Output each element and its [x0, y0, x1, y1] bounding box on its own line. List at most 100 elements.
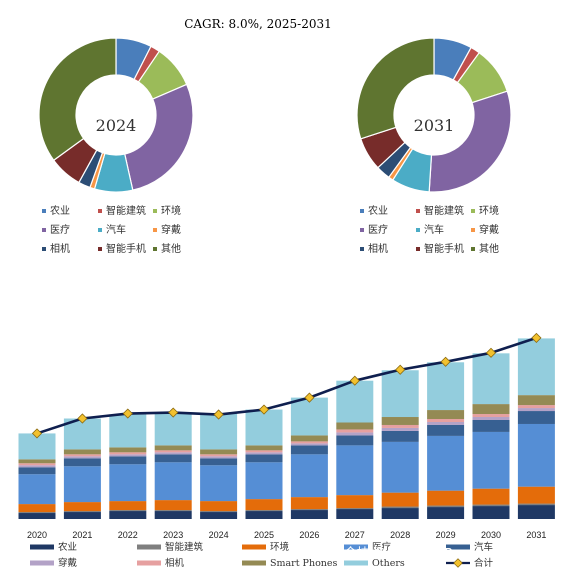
bar-segment-2026-Smart Phones — [290, 435, 328, 442]
bar-segment-2027-汽车 — [336, 435, 374, 446]
bar-segment-2025-Smart Phones — [245, 445, 283, 451]
bar-legend-label-合计: 合计 — [474, 557, 494, 569]
bar-segment-2022-医疗 — [109, 464, 147, 502]
bar-segment-2020-穿戴 — [18, 465, 56, 468]
bar-segment-2024-医疗 — [200, 465, 238, 502]
bar-legend-swatch-汽车 — [446, 544, 470, 550]
legend-label-农业: 农业 — [368, 204, 388, 217]
bar-segment-2030-Smart Phones — [472, 404, 510, 415]
legend-label-智能手机: 智能手机 — [424, 242, 464, 255]
bar-segment-2026-环境 — [290, 497, 328, 510]
bar-legend-swatch-智能建筑 — [137, 544, 161, 550]
bar-segment-2020-医疗 — [18, 474, 56, 505]
bar-segment-2027-Smart Phones — [336, 422, 374, 430]
legend-swatch-相机 — [360, 247, 364, 251]
x-tick-2021: 2021 — [72, 530, 92, 540]
donut-center-label-2024: 2024 — [96, 116, 137, 135]
stacked-bar-chart — [18, 338, 555, 519]
legend-swatch-穿戴 — [153, 228, 157, 232]
bar-segment-2028-环境 — [381, 492, 419, 507]
x-tick-2031: 2031 — [526, 530, 546, 540]
bar-legend-swatch-Others — [344, 560, 368, 566]
legend-swatch-农业 — [42, 209, 46, 213]
bar-segment-2025-智能建筑 — [245, 510, 283, 512]
bar-segment-2028-相机 — [381, 424, 419, 428]
bar-segment-2030-智能建筑 — [472, 504, 510, 507]
bar-legend-swatch-Smart Phones — [242, 560, 266, 566]
legend-swatch-农业 — [360, 209, 364, 213]
bar-segment-2021-Smart Phones — [63, 449, 101, 455]
x-axis-ticks: 2020 2021 2022 2023 2024 2025 2026 2027 2028 2029… — [27, 530, 546, 540]
bar-segment-2031-相机 — [517, 405, 555, 409]
bar-segment-2020-农业 — [18, 513, 56, 519]
bar-segment-2030-Others — [472, 353, 510, 405]
x-tick-2029: 2029 — [436, 530, 456, 540]
bar-segment-2030-穿戴 — [472, 417, 510, 420]
legend-label-农业: 农业 — [50, 204, 70, 217]
legend-swatch-智能建筑 — [416, 209, 420, 213]
legend-swatch-医疗 — [360, 228, 364, 232]
bar-segment-2025-农业 — [245, 511, 283, 519]
total-line-series — [31, 332, 542, 439]
x-tick-2022: 2022 — [118, 530, 138, 540]
bar-segment-2023-环境 — [154, 500, 192, 511]
bar-segment-2020-相机 — [18, 463, 56, 466]
bar-legend-swatch-医疗 — [344, 544, 368, 550]
bar-segment-2020-智能建筑 — [18, 512, 56, 514]
bar-segment-2023-Smart Phones — [154, 445, 192, 451]
bar-segment-2028-Smart Phones — [381, 417, 419, 425]
bar-segment-2022-汽车 — [109, 456, 147, 465]
bar-segment-2025-汽车 — [245, 454, 283, 463]
legend-swatch-智能手机 — [98, 247, 102, 251]
legend-label-医疗: 医疗 — [368, 223, 388, 236]
total-marker-2020 — [31, 428, 43, 439]
bar-segment-2027-穿戴 — [336, 432, 374, 436]
bar-segment-2026-汽车 — [290, 445, 328, 455]
legend-swatch-环境 — [153, 209, 157, 213]
bar-segment-2021-汽车 — [63, 458, 101, 467]
bar-segment-2030-环境 — [472, 488, 510, 505]
total-marker-2030 — [485, 347, 497, 358]
legend-label-其他: 其他 — [479, 242, 499, 255]
bar-legend-label-农业: 农业 — [58, 541, 77, 553]
bar-segment-2030-农业 — [472, 506, 510, 519]
bar-legend-label-智能建筑: 智能建筑 — [165, 541, 204, 553]
bar-segment-2023-汽车 — [154, 454, 192, 463]
bar-segment-2021-医疗 — [63, 466, 101, 503]
legend-swatch-智能手机 — [416, 247, 420, 251]
bar-segment-2031-汽车 — [517, 411, 555, 424]
x-tick-2025: 2025 — [254, 530, 274, 540]
bar-segment-2027-Others — [336, 380, 374, 423]
bar-legend-label-穿戴: 穿戴 — [58, 557, 78, 569]
bar-segment-2020-汽车 — [18, 467, 56, 475]
bar-segment-2024-相机 — [200, 454, 238, 457]
bar-segment-2026-穿戴 — [290, 443, 328, 446]
bar-segment-2024-智能建筑 — [200, 511, 238, 513]
bar-segment-2028-智能建筑 — [381, 506, 419, 509]
bar-segment-2030-医疗 — [472, 431, 510, 489]
bar-legend-label-环境: 环境 — [270, 541, 290, 553]
x-tick-2024: 2024 — [209, 530, 229, 540]
bar-segment-2021-农业 — [63, 512, 101, 519]
bar-segment-2031-穿戴 — [517, 408, 555, 412]
bar-legend-swatch-穿戴 — [30, 560, 54, 566]
legend-swatch-医疗 — [42, 228, 46, 232]
bar-segment-2031-智能建筑 — [517, 503, 555, 506]
legend-label-环境: 环境 — [161, 204, 181, 217]
bar-segment-2029-Others — [427, 362, 465, 411]
bar-segment-2022-相机 — [109, 452, 147, 455]
bar-segment-2025-医疗 — [245, 462, 283, 500]
donut-slice-2024-医疗 — [124, 83, 194, 191]
bar-segment-2024-农业 — [200, 512, 238, 519]
legend-swatch-汽车 — [416, 228, 420, 232]
bar-legend-swatch-环境 — [242, 544, 266, 550]
x-tick-2023: 2023 — [163, 530, 183, 540]
bar-segment-2025-穿戴 — [245, 452, 283, 455]
bar-segment-2022-Smart Phones — [109, 447, 147, 453]
legend-label-相机: 相机 — [368, 242, 388, 255]
bar-segment-2026-农业 — [290, 510, 328, 519]
legend-label-医疗: 医疗 — [50, 223, 70, 236]
bar-segment-2031-农业 — [517, 505, 555, 519]
